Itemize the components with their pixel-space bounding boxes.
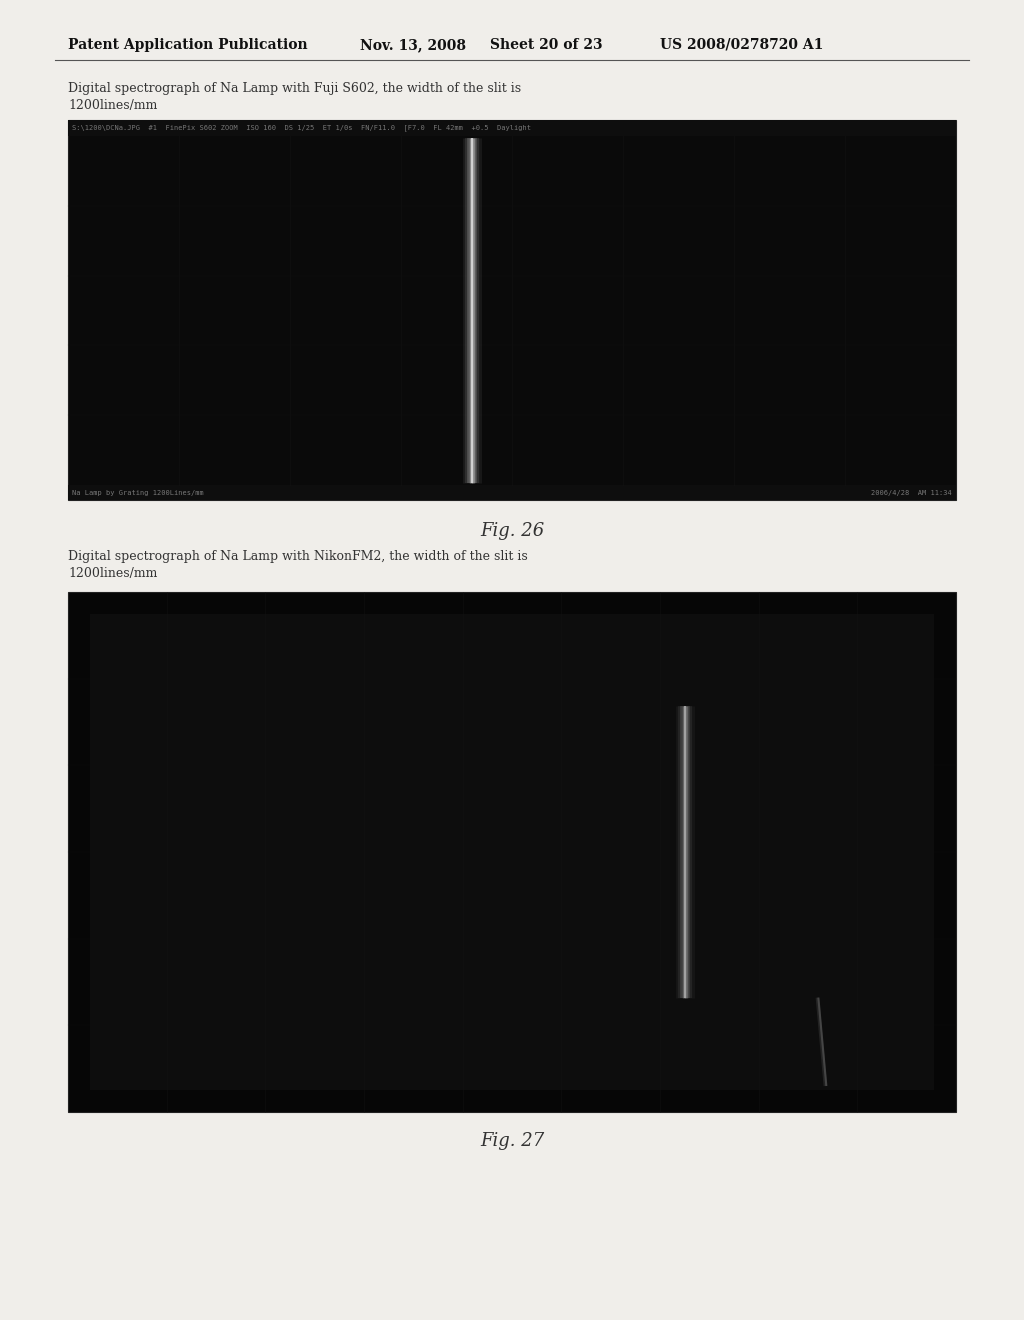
Text: Nov. 13, 2008: Nov. 13, 2008 (360, 38, 466, 51)
Text: 1200lines/mm: 1200lines/mm (68, 99, 158, 112)
Text: Sheet 20 of 23: Sheet 20 of 23 (490, 38, 603, 51)
Text: 2006/4/28  AM 11:34: 2006/4/28 AM 11:34 (871, 490, 952, 495)
Text: 1200lines/mm: 1200lines/mm (68, 568, 158, 579)
Text: Fig. 27: Fig. 27 (480, 1133, 544, 1150)
Bar (68, 120, 956, 500)
Text: Patent Application Publication: Patent Application Publication (68, 38, 307, 51)
Text: Digital spectrograph of Na Lamp with NikonFM2, the width of the slit is: Digital spectrograph of Na Lamp with Nik… (68, 550, 527, 564)
Text: Na Lamp by Grating 1200Lines/mm: Na Lamp by Grating 1200Lines/mm (72, 490, 204, 495)
Text: Digital spectrograph of Na Lamp with Fuji S602, the width of the slit is: Digital spectrograph of Na Lamp with Fuj… (68, 82, 521, 95)
Bar (68, 484, 956, 500)
Text: US 2008/0278720 A1: US 2008/0278720 A1 (660, 38, 823, 51)
Text: Fig. 26: Fig. 26 (480, 521, 544, 540)
Text: S:\1200\DCNa.JPG  #1  FinePix S602 ZOOM  ISO 160  DS 1/25  ET 1/0s  FN/F11.0  [F: S:\1200\DCNa.JPG #1 FinePix S602 ZOOM IS… (72, 124, 531, 132)
Bar (68, 591, 956, 1111)
Bar (68, 120, 956, 136)
Bar (90, 614, 934, 1090)
